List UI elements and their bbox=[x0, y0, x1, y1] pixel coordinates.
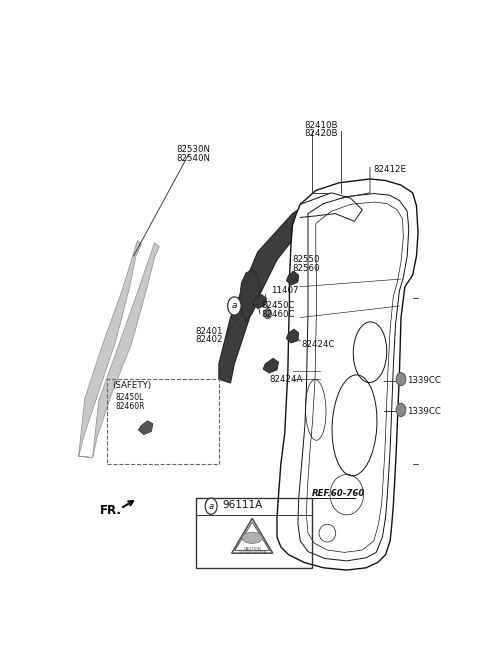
Text: 82412E: 82412E bbox=[374, 165, 407, 174]
Polygon shape bbox=[219, 193, 331, 383]
Text: (SAFETY): (SAFETY) bbox=[113, 381, 152, 390]
Text: 82540N: 82540N bbox=[176, 154, 210, 163]
Text: 82450L: 82450L bbox=[116, 393, 144, 402]
Circle shape bbox=[205, 498, 217, 514]
Text: 1339CC: 1339CC bbox=[407, 376, 441, 385]
Circle shape bbox=[264, 309, 271, 319]
Polygon shape bbox=[252, 294, 266, 308]
Text: FR.: FR. bbox=[100, 503, 122, 516]
Text: 82550: 82550 bbox=[292, 256, 320, 264]
Polygon shape bbox=[138, 420, 153, 434]
Text: 1339CC: 1339CC bbox=[407, 407, 441, 416]
Text: REF.60-760: REF.60-760 bbox=[312, 489, 365, 497]
Polygon shape bbox=[79, 240, 159, 458]
Text: 82450C: 82450C bbox=[262, 302, 295, 311]
Text: 11407: 11407 bbox=[271, 286, 298, 295]
Polygon shape bbox=[286, 271, 299, 285]
Text: 82460R: 82460R bbox=[116, 401, 145, 411]
Text: 82424C: 82424C bbox=[302, 340, 336, 349]
Polygon shape bbox=[235, 522, 270, 551]
Circle shape bbox=[396, 373, 406, 386]
Polygon shape bbox=[240, 270, 260, 321]
Text: 96111A: 96111A bbox=[223, 500, 263, 510]
Text: 82530N: 82530N bbox=[176, 145, 210, 154]
Text: 82402: 82402 bbox=[196, 335, 223, 344]
Polygon shape bbox=[298, 194, 409, 561]
Text: SECURITY SYSTEM: SECURITY SYSTEM bbox=[239, 551, 266, 555]
Polygon shape bbox=[306, 202, 403, 553]
Text: 82410B: 82410B bbox=[304, 120, 337, 129]
Polygon shape bbox=[263, 358, 278, 373]
Text: 82420B: 82420B bbox=[304, 129, 337, 138]
Text: CAUTION: CAUTION bbox=[243, 547, 261, 551]
Polygon shape bbox=[286, 329, 299, 343]
Text: a: a bbox=[232, 302, 237, 311]
Polygon shape bbox=[277, 179, 418, 570]
Text: 82424A: 82424A bbox=[269, 374, 302, 384]
Circle shape bbox=[396, 403, 406, 417]
Text: 82401: 82401 bbox=[196, 327, 223, 336]
Polygon shape bbox=[232, 518, 273, 553]
Circle shape bbox=[228, 297, 241, 315]
Ellipse shape bbox=[242, 532, 263, 543]
Text: 82560: 82560 bbox=[292, 263, 320, 273]
Text: 82460C: 82460C bbox=[262, 310, 295, 319]
Text: a: a bbox=[209, 502, 214, 510]
